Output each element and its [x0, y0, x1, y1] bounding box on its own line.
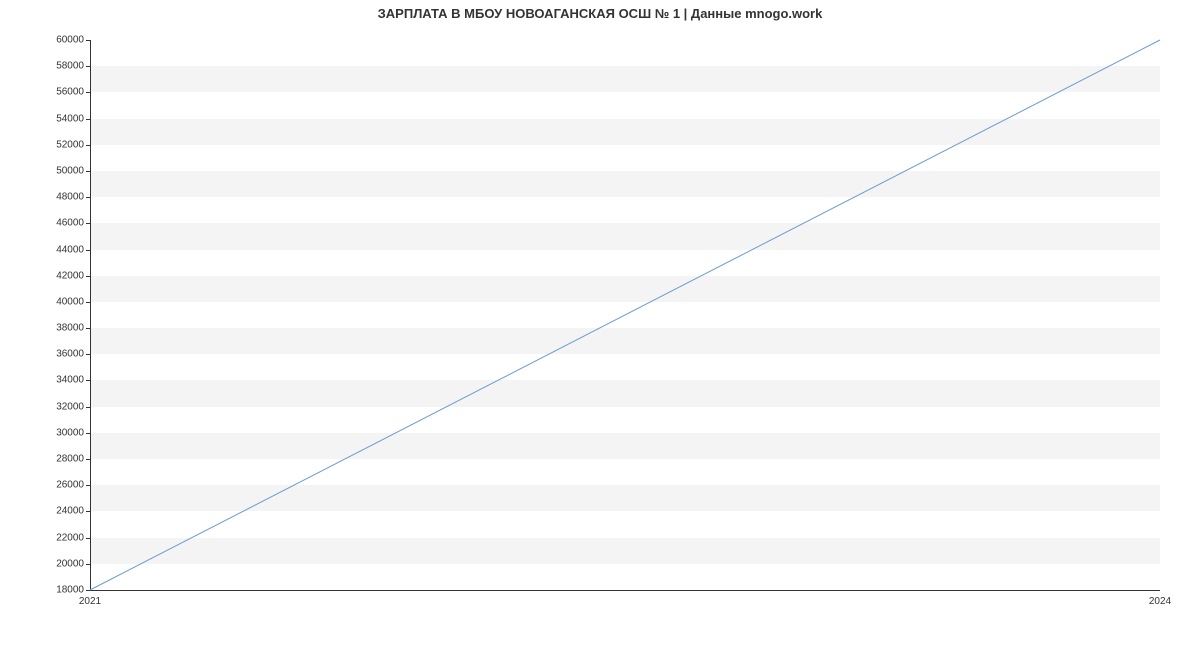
- y-tick-label: 50000: [56, 165, 84, 176]
- y-tick-label: 48000: [56, 192, 84, 203]
- x-tick-label: 2021: [79, 596, 101, 607]
- y-tick-label: 34000: [56, 375, 84, 386]
- chart-title: ЗАРПЛАТА В МБОУ НОВОАГАНСКАЯ ОСШ № 1 | Д…: [0, 6, 1200, 21]
- y-tick-label: 60000: [56, 35, 84, 46]
- y-tick-label: 52000: [56, 139, 84, 150]
- y-tick-label: 30000: [56, 427, 84, 438]
- y-tick-label: 26000: [56, 480, 84, 491]
- y-tick-label: 32000: [56, 401, 84, 412]
- y-tick-label: 42000: [56, 270, 84, 281]
- y-tick-label: 58000: [56, 61, 84, 72]
- series-line: [90, 40, 1160, 590]
- x-axis: [90, 590, 1160, 591]
- y-tick-label: 22000: [56, 532, 84, 543]
- y-tick-label: 20000: [56, 558, 84, 569]
- y-tick-label: 24000: [56, 506, 84, 517]
- salary-line-chart: ЗАРПЛАТА В МБОУ НОВОАГАНСКАЯ ОСШ № 1 | Д…: [0, 0, 1200, 650]
- x-tick-label: 2024: [1149, 596, 1171, 607]
- y-tick-label: 40000: [56, 296, 84, 307]
- y-tick-label: 18000: [56, 585, 84, 596]
- y-tick-label: 44000: [56, 244, 84, 255]
- y-tick-label: 28000: [56, 454, 84, 465]
- y-tick-label: 54000: [56, 113, 84, 124]
- y-tick-label: 46000: [56, 218, 84, 229]
- y-tick-label: 38000: [56, 323, 84, 334]
- plot-area: 1800020000220002400026000280003000032000…: [90, 40, 1160, 590]
- y-tick-label: 36000: [56, 349, 84, 360]
- y-tick-label: 56000: [56, 87, 84, 98]
